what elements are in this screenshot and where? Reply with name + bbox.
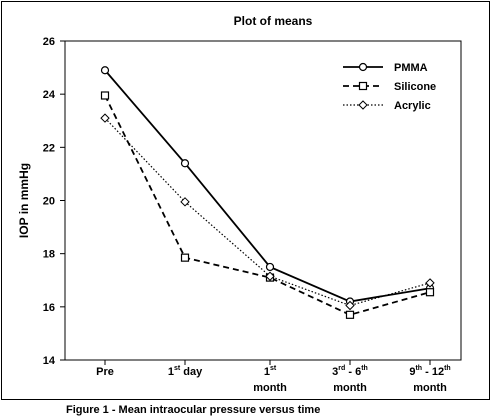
legend-marker-pmma xyxy=(358,62,368,72)
data-point-pmma xyxy=(180,159,190,168)
data-point-silicone xyxy=(180,253,190,262)
y-axis-label: IOP in mmHg xyxy=(17,163,31,238)
x-tick-label: 1st day xyxy=(168,365,203,378)
y-tick-label: 16 xyxy=(43,302,55,314)
legend xyxy=(330,55,455,117)
figure-caption: Figure 1 - Mean intraocular pressure ver… xyxy=(66,404,321,416)
x-tick-label: 3rd - 6th xyxy=(332,365,368,378)
data-point-silicone xyxy=(100,91,110,100)
legend-label-pmma: PMMA xyxy=(394,62,428,74)
y-tick-label: 24 xyxy=(43,89,56,101)
legend-marker-acrylic xyxy=(358,100,368,110)
data-point-silicone xyxy=(425,288,435,297)
x-tick-label: 1st xyxy=(264,365,277,378)
data-point-pmma xyxy=(265,262,275,272)
data-point-silicone xyxy=(345,310,355,319)
y-tick-label: 14 xyxy=(43,355,56,367)
y-tick-label: 18 xyxy=(43,249,55,261)
y-tick-label: 26 xyxy=(43,36,55,48)
data-point-acrylic xyxy=(425,278,435,288)
y-tick-label: 22 xyxy=(43,142,55,154)
data-point-acrylic xyxy=(100,113,110,123)
legend-label-silicone: Silicone xyxy=(394,81,436,93)
legend-marker-silicone xyxy=(358,81,368,91)
data-point-acrylic xyxy=(265,271,275,281)
data-point-acrylic xyxy=(180,197,190,207)
x-tick-label-line2: month xyxy=(413,382,447,394)
x-tick-label-line2: month xyxy=(333,382,367,394)
chart-title: Plot of means xyxy=(234,14,313,28)
data-point-pmma xyxy=(100,66,110,75)
y-tick-label: 20 xyxy=(43,196,55,208)
x-tick-label-line2: month xyxy=(253,382,287,394)
legend-label-acrylic: Acrylic xyxy=(394,100,431,112)
x-tick-label: Pre xyxy=(96,366,114,378)
series-line-silicone xyxy=(104,95,431,316)
data-point-acrylic xyxy=(345,300,355,311)
x-tick-label: 9th - 12th xyxy=(409,365,450,378)
line-chart: Plot of means IOP in mmHg 14 16 18 20 22 24 26 Pr… xyxy=(17,14,462,394)
